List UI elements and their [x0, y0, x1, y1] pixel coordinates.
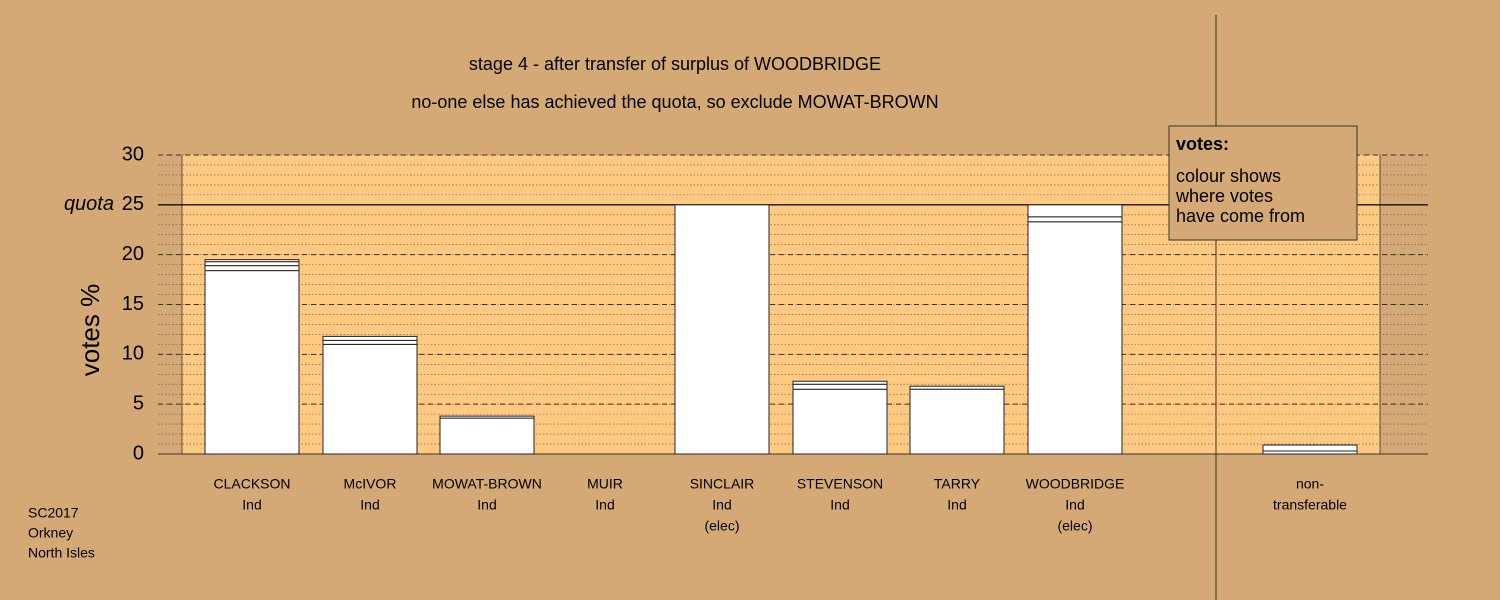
bar-segment: [909, 385, 1005, 390]
note: Orkney: [28, 525, 73, 541]
bar-segment: [439, 417, 535, 455]
x-tick-label: Ind: [360, 497, 379, 513]
legend-text: have come from: [1176, 206, 1305, 226]
chart-title: stage 4 - after transfer of surplus of W…: [469, 54, 881, 74]
y-axis-label: votes %: [75, 284, 105, 377]
x-tick-label: TARRY: [934, 476, 981, 492]
x-tick-label: Ind: [595, 497, 614, 513]
x-tick-label: MOWAT-BROWN: [432, 476, 542, 492]
note: SC2017: [28, 505, 79, 521]
y-tick-label: 0: [133, 442, 144, 464]
chart-subtitle: no-one else has achieved the quota, so e…: [411, 92, 938, 112]
bar-segment: [1027, 216, 1123, 223]
x-tick-label: WOODBRIDGE: [1026, 476, 1125, 492]
note: North Isles: [28, 545, 95, 561]
x-tick-label: STEVENSON: [797, 476, 883, 492]
bar-segment: [204, 265, 300, 272]
bar-segment: [204, 259, 300, 263]
y-tick-label: 15: [122, 293, 144, 315]
bar-segment: [204, 261, 300, 267]
bar-segment: [792, 388, 888, 455]
y-tick-label: 10: [122, 343, 144, 365]
x-tick-label: SINCLAIR: [690, 476, 755, 492]
bar-segment: [322, 335, 418, 341]
legend: votes: colour shows where votes have com…: [1168, 125, 1358, 241]
bar-segment: [792, 383, 888, 390]
bar-segment: [322, 339, 418, 345]
x-tick-label: non-: [1296, 476, 1324, 492]
y-tick-label: 5: [133, 392, 144, 414]
x-tick-label: transferable: [1273, 497, 1347, 513]
x-tick-label: CLACKSON: [213, 476, 290, 492]
bar-segment: [792, 380, 888, 385]
x-tick-label: Ind: [947, 497, 966, 513]
y-tick-label: 20: [122, 243, 144, 265]
legend-title: votes:: [1176, 134, 1229, 154]
bar-segment: [909, 388, 1005, 455]
legend-box: [1168, 125, 1358, 241]
x-tick-label: MUIR: [587, 476, 623, 492]
bar-segment: [322, 343, 418, 455]
bar-segment: [1027, 221, 1123, 455]
x-tick-label: (elec): [1057, 518, 1092, 534]
x-tick-label: McIVOR: [344, 476, 397, 492]
bar-segment: [1027, 204, 1123, 218]
quota-label: quota: [64, 193, 114, 215]
y-tick-label: 25: [122, 193, 144, 215]
x-tick-label: Ind: [477, 497, 496, 513]
x-tick-label: Ind: [1065, 497, 1084, 513]
legend-text: where votes: [1175, 186, 1273, 206]
y-tick-label: 30: [122, 143, 144, 165]
x-tick-label: (elec): [704, 518, 739, 534]
x-tick-label: Ind: [830, 497, 849, 513]
bar-segment: [439, 415, 535, 419]
bar-segment: [204, 270, 300, 455]
x-tick-label: Ind: [712, 497, 731, 513]
bar-segment: [674, 204, 770, 455]
legend-text: colour shows: [1176, 166, 1281, 186]
x-tick-label: Ind: [242, 497, 261, 513]
bar-segment: [1262, 444, 1358, 452]
